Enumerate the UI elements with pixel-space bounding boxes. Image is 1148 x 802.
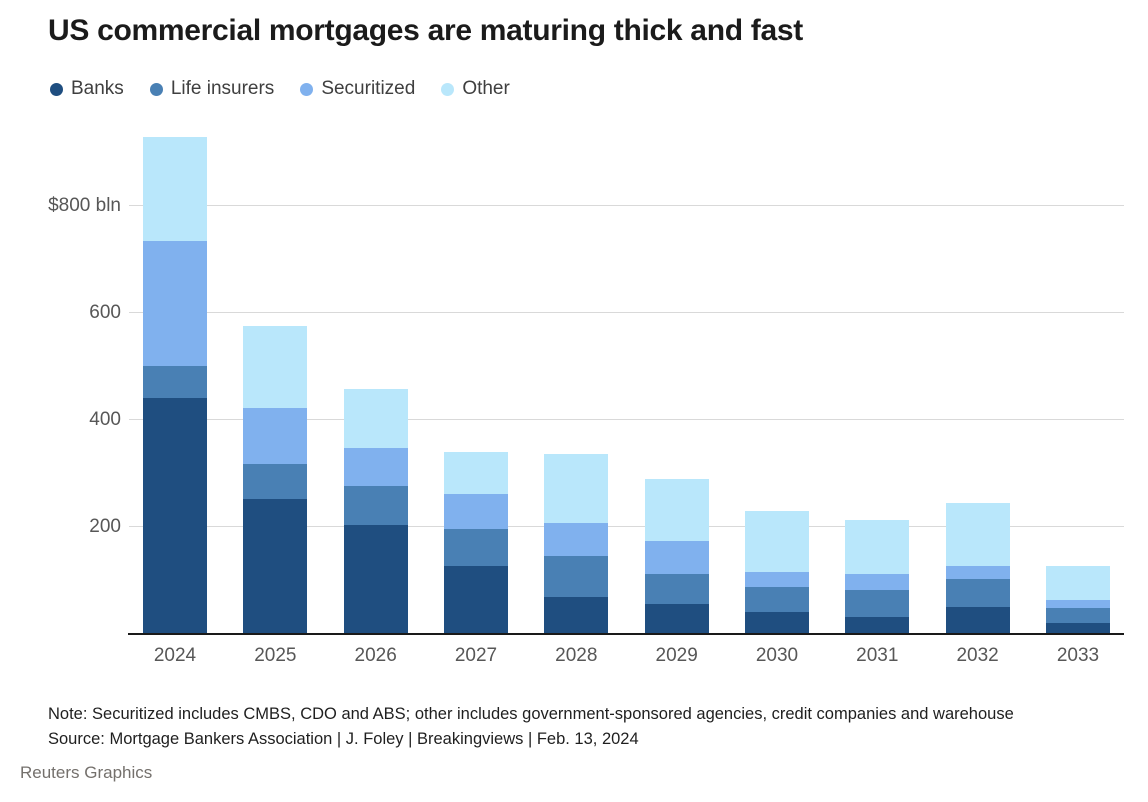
legend-label: Life insurers xyxy=(170,78,275,99)
plot-area: $800 bln 600 400 200 xyxy=(48,131,1124,634)
bar-2027-segment-securitized xyxy=(443,494,508,530)
bar-2028-segment-other xyxy=(544,454,609,523)
bar-2030-segment-life-insurers xyxy=(744,586,809,612)
gridline-400 xyxy=(129,418,1124,420)
bar-2032 xyxy=(945,503,1010,634)
y-axis-label-600: 600 xyxy=(89,301,121,323)
footnote: Note: Securitized includes CMBS, CDO and… xyxy=(48,702,1014,752)
y-axis-label-400: 400 xyxy=(89,408,121,430)
legend-item-life-insurers: Life insurers xyxy=(149,78,275,100)
legend-dot-life-insurers xyxy=(149,82,163,96)
source-text: Source: Mortgage Bankers Association | J… xyxy=(48,730,639,748)
chart-title: US commercial mortgages are maturing thi… xyxy=(48,14,803,47)
bar-2033-segment-securitized xyxy=(1045,599,1110,609)
bar-2029 xyxy=(644,479,709,634)
bar-2029-segment-banks xyxy=(644,604,709,634)
bar-2024-segment-banks xyxy=(143,398,207,634)
legend-label: Securitized xyxy=(321,78,416,99)
legend-dot-other xyxy=(441,82,455,96)
legend-dot-banks xyxy=(50,82,63,96)
x-axis-label-2033: 2033 xyxy=(1056,645,1100,666)
bar-2030-segment-banks xyxy=(744,611,809,634)
bar-2026-segment-banks xyxy=(343,524,408,634)
x-axis-label-2024: 2024 xyxy=(153,645,197,666)
bar-2027-segment-banks xyxy=(443,566,508,634)
bar-2028-segment-banks xyxy=(544,597,609,634)
legend: Banks Life insurers Securitized Other xyxy=(50,78,510,100)
bar-2032-segment-banks xyxy=(945,606,1010,634)
bar-2028-segment-life-insurers xyxy=(544,556,609,598)
bar-2033-segment-life-insurers xyxy=(1045,608,1110,624)
legend-item-other: Other xyxy=(441,78,510,100)
bar-2027-segment-life-insurers xyxy=(443,529,508,567)
bar-2029-segment-other xyxy=(644,479,709,541)
bar-2028 xyxy=(544,454,609,634)
bar-2031-segment-banks xyxy=(845,617,910,634)
bar-2027-segment-other xyxy=(443,452,508,495)
bar-2026 xyxy=(343,389,408,634)
gridline-600 xyxy=(129,311,1124,313)
bar-2033-segment-other xyxy=(1045,566,1110,600)
legend-item-securitized: Securitized xyxy=(300,78,415,100)
bar-2026-segment-life-insurers xyxy=(343,485,408,525)
legend-label: Other xyxy=(462,78,510,99)
bar-2030-segment-securitized xyxy=(744,572,809,587)
bar-2032-segment-securitized xyxy=(945,566,1010,580)
bar-2033 xyxy=(1045,566,1110,634)
y-axis-label-800: $800 bln xyxy=(48,194,121,216)
bar-2029-segment-life-insurers xyxy=(644,574,709,605)
bar-2029-segment-securitized xyxy=(644,540,709,575)
gridline-200 xyxy=(129,525,1124,527)
bar-2025-segment-life-insurers xyxy=(243,463,308,500)
bar-2032-segment-life-insurers xyxy=(945,579,1010,607)
y-axis-label-200: 200 xyxy=(89,515,121,537)
x-axis-label-2030: 2030 xyxy=(755,645,799,666)
bar-2024-segment-other xyxy=(143,136,207,242)
bar-2027 xyxy=(443,452,508,634)
bar-2033-segment-banks xyxy=(1045,623,1110,634)
x-axis-label-2028: 2028 xyxy=(555,645,598,666)
bar-2031-segment-life-insurers xyxy=(845,589,910,618)
bar-2025-segment-other xyxy=(243,326,308,408)
bar-2030-segment-other xyxy=(744,510,809,573)
legend-dot-securitized xyxy=(300,82,314,96)
bar-2032-segment-other xyxy=(945,503,1010,567)
bar-2031 xyxy=(845,520,910,634)
x-axis-line xyxy=(128,633,1124,635)
bar-2024 xyxy=(143,136,207,634)
bar-2025 xyxy=(243,326,308,634)
gridline-800 xyxy=(129,204,1124,206)
x-axis-label-2025: 2025 xyxy=(254,645,297,666)
bar-2025-segment-securitized xyxy=(243,407,308,464)
bar-2031-segment-other xyxy=(845,520,910,574)
reuters-graphics-footer: Reuters Graphics xyxy=(20,763,153,782)
legend-item-banks: Banks xyxy=(50,78,124,100)
bar-2030 xyxy=(744,510,809,634)
x-axis-label-2032: 2032 xyxy=(956,645,999,666)
bar-2026-segment-other xyxy=(343,389,408,449)
bar-2028-segment-securitized xyxy=(544,522,609,557)
legend-label: Banks xyxy=(71,78,124,99)
bar-2024-segment-securitized xyxy=(143,241,207,367)
x-axis-label-2026: 2026 xyxy=(354,645,397,666)
bar-2026-segment-securitized xyxy=(343,448,408,486)
bar-2025-segment-banks xyxy=(243,499,308,634)
x-axis-label-2031: 2031 xyxy=(856,645,899,666)
bar-2024-segment-life-insurers xyxy=(143,366,207,399)
note-text: Note: Securitized includes CMBS, CDO and… xyxy=(48,705,1014,723)
x-axis-label-2029: 2029 xyxy=(655,645,698,666)
x-axis-label-2027: 2027 xyxy=(454,645,498,666)
bar-2031-segment-securitized xyxy=(845,573,910,590)
